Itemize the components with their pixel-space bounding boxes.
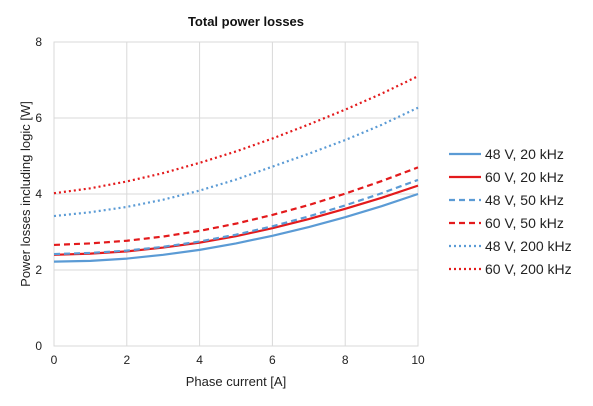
- x-tick-labels: 0 2 4 6 8 10: [51, 353, 425, 367]
- legend-label-60-v-200-khz: 60 V, 200 kHz: [485, 261, 572, 277]
- x-tick-label: 8: [342, 353, 349, 367]
- legend-label-48-v-20-khz: 48 V, 20 kHz: [485, 146, 564, 162]
- x-tick-label: 2: [123, 353, 130, 367]
- series-layer: [53, 75, 419, 263]
- y-tick-label: 2: [35, 263, 42, 277]
- x-tick-label: 10: [411, 353, 425, 367]
- y-tick-label: 0: [35, 339, 42, 353]
- legend-label-60-v-50-khz: 60 V, 50 kHz: [485, 215, 564, 231]
- legend-label-48-v-200-khz: 48 V, 200 kHz: [485, 238, 572, 254]
- x-tick-label: 0: [51, 353, 58, 367]
- legend-label-60-v-20-khz: 60 V, 20 kHz: [485, 169, 564, 185]
- series-line-60-v-50-khz: [53, 166, 419, 247]
- grid: [53, 41, 419, 347]
- series-line-48-v-50-khz: [53, 178, 419, 256]
- legend-label-48-v-50-khz: 48 V, 50 kHz: [485, 192, 564, 208]
- y-tick-label: 6: [35, 111, 42, 125]
- chart-title: Total power losses: [188, 14, 304, 29]
- x-axis-label: Phase current [A]: [186, 374, 286, 389]
- y-tick-label: 8: [35, 35, 42, 49]
- series-line-48-v-200-khz: [53, 106, 419, 218]
- legend: 48 V, 20 kHz 60 V, 20 kHz 48 V, 50 kHz 60 V…: [449, 146, 572, 277]
- y-tick-labels: 0 2 4 6 8: [35, 35, 42, 353]
- x-tick-label: 6: [269, 353, 276, 367]
- y-axis-label: Power losses including logic [W]: [18, 101, 33, 287]
- series-line-60-v-200-khz: [53, 75, 419, 195]
- y-tick-label: 4: [35, 187, 42, 201]
- x-tick-label: 4: [196, 353, 203, 367]
- series-line-48-v-20-khz: [53, 192, 419, 263]
